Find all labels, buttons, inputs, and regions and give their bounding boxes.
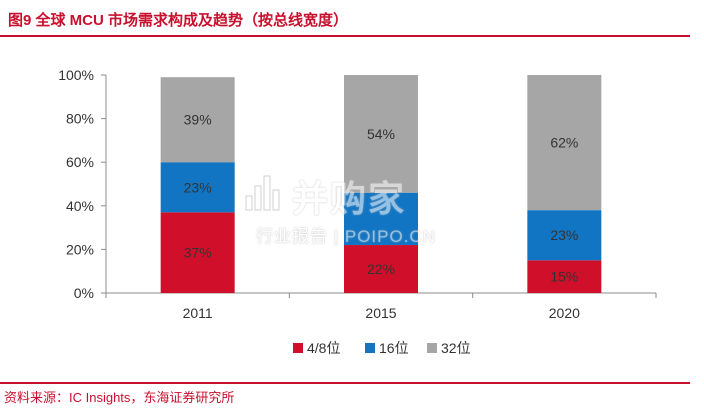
legend-label: 32位 [441,340,471,356]
x-tick-label: 2011 [183,305,213,321]
x-tick-label: 2020 [549,305,580,321]
source-divider [0,382,690,384]
y-tick-label: 80% [66,111,94,127]
bar-segment [344,75,418,193]
y-tick-label: 60% [66,154,94,170]
data-label: 39% [184,112,212,128]
legend-label: 16位 [379,340,409,356]
data-label: 37% [184,245,212,261]
bar-segment [344,192,418,246]
title-bar: 图9 全球 MCU 市场需求构成及趋势（按总线宽度） [0,0,704,37]
y-tick-label: 0% [74,285,94,301]
y-tick-label: 100% [58,67,94,83]
data-label: 22% [367,261,395,277]
x-axis: 2011 2015 2020 [105,292,657,321]
source-note: 资料来源：IC Insights，东海证券研究所 [4,390,235,405]
data-label: 23% [550,227,578,243]
bar-segment [160,212,235,293]
bar-segment [344,245,418,293]
legend: 4/8位 16位 32位 [293,340,471,356]
y-tick-label: 20% [66,241,94,257]
legend-swatch [427,343,437,353]
chart: 0% 20% 40% 60% 80% 100% 2011 2015 2020 37% 23% 39… [58,67,657,356]
title-divider [0,35,690,37]
y-axis: 0% 20% 40% 60% 80% 100% [58,67,107,301]
chart-title: 图9 全球 MCU 市场需求构成及趋势（按总线宽度） [8,12,349,29]
x-tick-label: 2015 [365,305,396,321]
bar-segment [527,260,602,293]
data-label: 15% [550,269,578,285]
bar-segment [160,77,235,163]
bar-segment [527,75,602,211]
bar-segment [160,162,235,213]
data-label: 62% [550,135,578,151]
y-tick-label: 40% [66,198,94,214]
data-label: 23% [184,179,212,195]
bars: 37% 23% 39% 22% 54% 15% 23% 62% [160,75,602,293]
bar-segment [527,210,602,261]
legend-label: 4/8位 [307,340,340,356]
data-label: 54% [367,126,395,142]
legend-swatch [365,343,375,353]
legend-swatch [293,343,303,353]
